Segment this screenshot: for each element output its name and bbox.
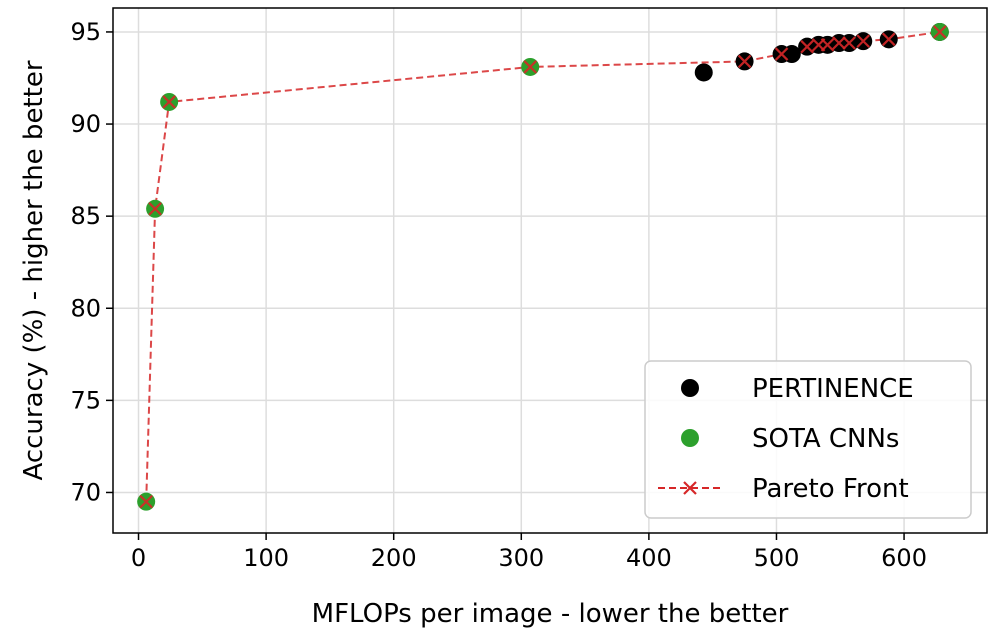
x-tick-label: 0 — [131, 544, 146, 572]
legend-swatch-marker — [683, 481, 697, 495]
pareto-front-marker — [933, 25, 947, 39]
pareto-front-marker — [832, 36, 846, 50]
pareto-front-marker — [856, 34, 871, 48]
x-axis-title: MFLOPs per image - lower the better — [312, 599, 789, 629]
pareto-front-marker — [842, 36, 856, 50]
pareto-front-marker — [148, 202, 162, 216]
x-tick-label: 500 — [754, 544, 800, 572]
y-axis: 70 75 80 85 90 95 — [70, 18, 113, 506]
x-tick-label: 200 — [371, 544, 417, 572]
legend-label: Pareto Front — [752, 474, 909, 504]
pareto-front-marker — [162, 95, 176, 109]
pareto-front-marker — [800, 39, 814, 54]
pareto-front-marker — [881, 32, 896, 47]
pareto-front-marker — [139, 494, 153, 509]
pertinence-point — [782, 45, 801, 64]
x-tick-label: 300 — [498, 544, 544, 572]
x-axis: 0 100 200 300 400 500 600 — [131, 533, 927, 572]
pareto-front-marker — [523, 60, 538, 74]
y-tick-label: 95 — [70, 18, 101, 46]
series-layer — [137, 22, 949, 511]
y-tick-label: 85 — [70, 202, 101, 230]
legend-swatch — [681, 429, 699, 447]
y-tick-label: 70 — [70, 478, 101, 506]
y-tick-label: 80 — [70, 294, 101, 322]
y-axis-title: Accuracy (%) - higher the better — [19, 60, 49, 480]
pareto-front-marker — [820, 38, 835, 52]
grid — [113, 8, 987, 533]
legend-box — [644, 360, 972, 519]
y-tick-label: 75 — [70, 386, 101, 414]
x-tick-label: 600 — [881, 544, 927, 572]
pareto-front-marker — [774, 47, 789, 61]
legend-swatch — [681, 379, 699, 397]
x-tick-label: 400 — [626, 544, 672, 572]
x-tick-label: 100 — [243, 544, 289, 572]
y-tick-label: 90 — [70, 110, 101, 138]
legend-label: PERTINENCE — [752, 374, 914, 404]
pertinence-point — [694, 63, 713, 82]
plot-frame — [112, 7, 988, 534]
legend: PERTINENCE SOTA CNNs Pareto Front — [644, 360, 972, 519]
pareto-front-marker — [737, 54, 752, 69]
legend-label: SOTA CNNs — [752, 424, 899, 454]
